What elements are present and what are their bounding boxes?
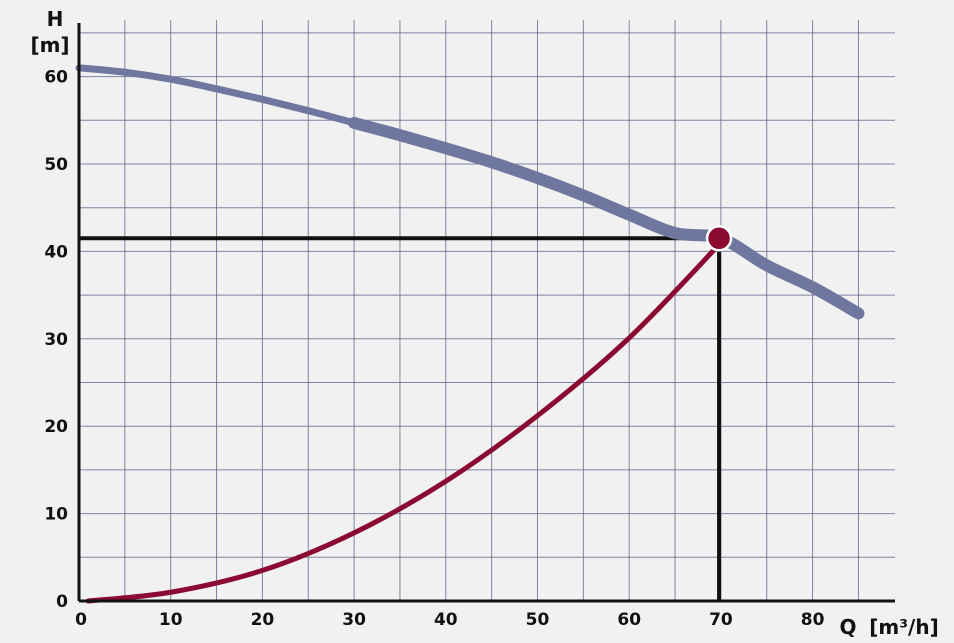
x-tick-label: 40 bbox=[434, 610, 458, 630]
x-tick-label: 70 bbox=[709, 610, 733, 630]
x-tick-label: 30 bbox=[342, 610, 366, 630]
y-tick-label: 0 bbox=[56, 592, 68, 612]
x-tick-label: 10 bbox=[159, 610, 183, 630]
pump-curve-thin-segment bbox=[75, 64, 358, 127]
x-tick-label: 50 bbox=[526, 610, 550, 630]
grid-lines bbox=[79, 20, 895, 601]
x-axis-label: Q bbox=[839, 615, 856, 639]
y-tick-label: 40 bbox=[44, 242, 68, 262]
y-axis-label: H bbox=[47, 7, 64, 31]
tick-labels: 0 10 20 30 40 50 60 70 80 0 10 20 30 40 50 60 bbox=[44, 68, 824, 630]
curves bbox=[75, 64, 865, 604]
x-tick-label: 80 bbox=[801, 610, 825, 630]
y-tick-label: 50 bbox=[44, 155, 68, 175]
x-axis-unit: [m³/h] bbox=[869, 615, 938, 639]
x-tick-label: 0 bbox=[75, 610, 87, 630]
axes bbox=[77, 23, 895, 603]
y-tick-label: 60 bbox=[44, 68, 68, 88]
x-tick-label: 20 bbox=[251, 610, 275, 630]
y-tick-label: 20 bbox=[44, 417, 68, 437]
x-tick-label: 60 bbox=[617, 610, 641, 630]
y-tick-label: 10 bbox=[44, 505, 68, 525]
system-curve bbox=[85, 240, 724, 604]
operating-point-marker bbox=[705, 225, 733, 252]
y-tick-label: 30 bbox=[44, 330, 68, 350]
pump-curve-thick-segment bbox=[348, 116, 865, 320]
y-axis-unit: [m] bbox=[30, 33, 69, 57]
